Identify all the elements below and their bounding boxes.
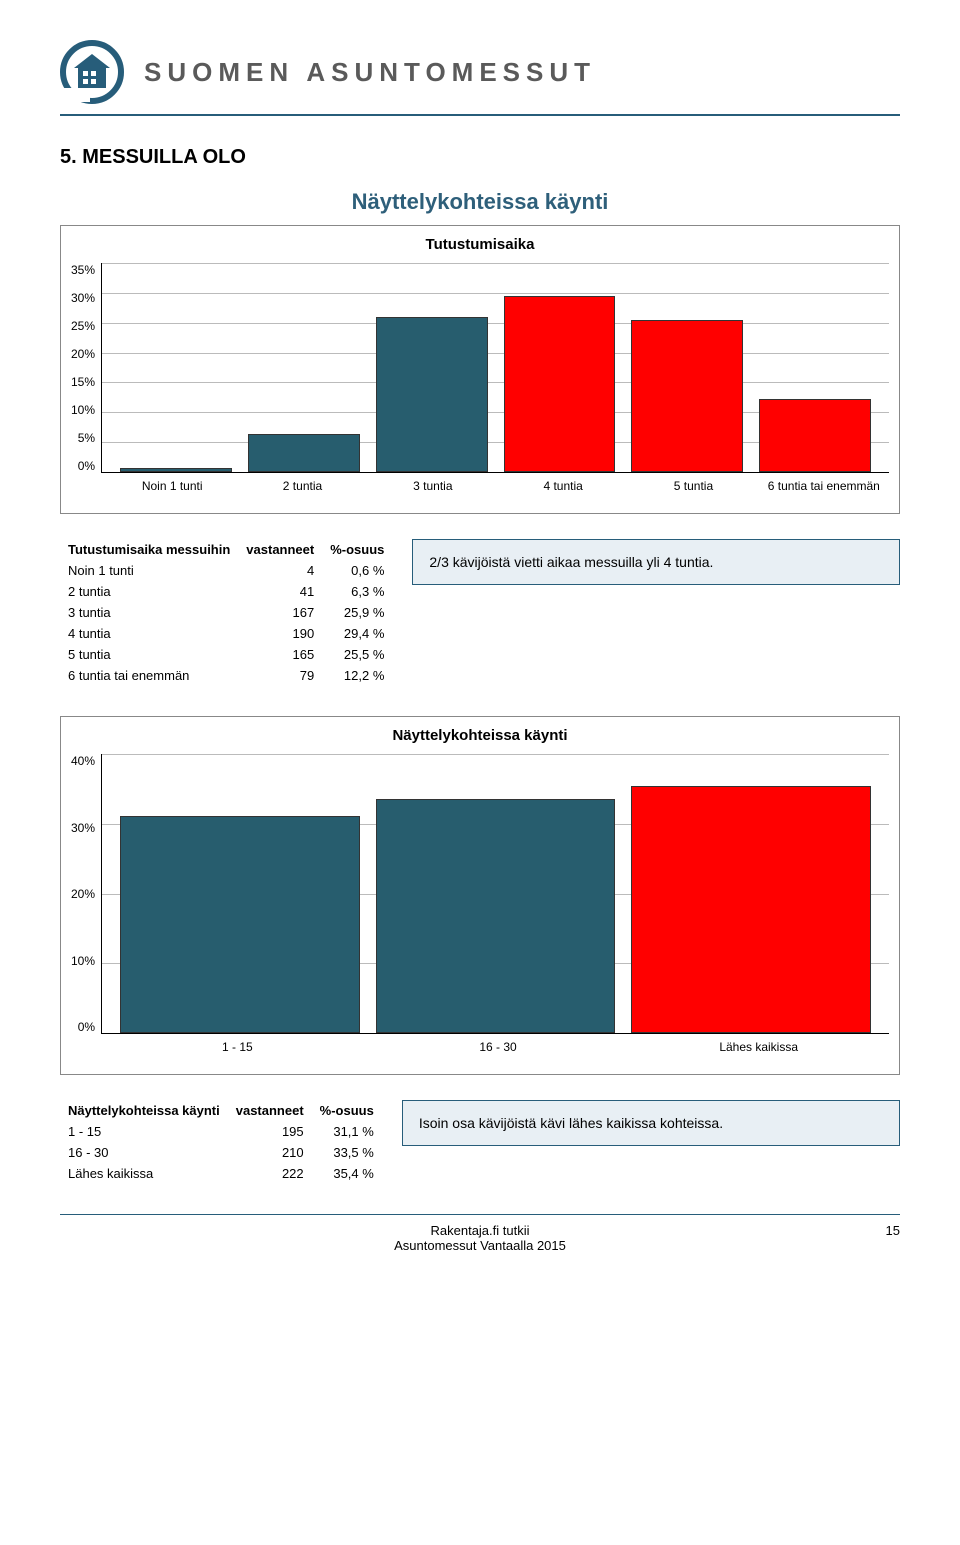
table-cell: 210	[228, 1142, 312, 1163]
table-cell: 25,5 %	[322, 644, 392, 665]
chart2-y-axis: 40% 30% 20% 10% 0%	[71, 754, 101, 1034]
x-tick-label: Lähes kaikissa	[628, 1040, 889, 1054]
chart2-plot	[101, 754, 889, 1034]
bar	[504, 296, 616, 472]
page-subtitle: Näyttelykohteissa käynti	[60, 189, 900, 215]
page-number: 15	[886, 1223, 900, 1238]
table-cell: 0,6 %	[322, 560, 392, 581]
table-cell: 4	[238, 560, 322, 581]
table-cell: 25,9 %	[322, 602, 392, 623]
table-cell: 1 - 15	[60, 1121, 228, 1142]
y-tick-label: 35%	[71, 263, 95, 277]
table-cell: 2 tuntia	[60, 581, 238, 602]
table-cell: 190	[238, 623, 322, 644]
x-tick-label: 16 - 30	[368, 1040, 629, 1054]
y-tick-label: 0%	[78, 1020, 95, 1034]
table-cell: 167	[238, 602, 322, 623]
table-cell: Lähes kaikissa	[60, 1163, 228, 1184]
table-cell: 33,5 %	[312, 1142, 382, 1163]
table-row: 5 tuntia16525,5 %	[60, 644, 392, 665]
table-cell: 41	[238, 581, 322, 602]
y-tick-label: 20%	[71, 347, 95, 361]
x-tick-label: 1 - 15	[107, 1040, 368, 1054]
y-tick-label: 30%	[71, 821, 95, 835]
x-tick-label: 5 tuntia	[628, 479, 758, 493]
table-cell: Noin 1 tunti	[60, 560, 238, 581]
table-cell: 3 tuntia	[60, 602, 238, 623]
chart1-plot	[101, 263, 889, 473]
y-tick-label: 5%	[78, 431, 95, 445]
chart-tutustumisaika: Tutustumisaika 35% 30% 25% 20% 15% 10% 5% 0% No…	[60, 225, 900, 514]
section-title: 5. MESSUILLA OLO	[60, 146, 900, 169]
bar	[248, 434, 360, 472]
table-cell: 5 tuntia	[60, 644, 238, 665]
chart2-title: Näyttelykohteissa käynti	[71, 727, 889, 744]
table-cell: 165	[238, 644, 322, 665]
table-cell: 35,4 %	[312, 1163, 382, 1184]
info-box-2: Isoin osa kävijöistä kävi lähes kaikissa…	[402, 1100, 900, 1146]
org-name: SUOMEN ASUNTOMESSUT	[144, 57, 596, 88]
table2-col1: %-osuus	[312, 1100, 382, 1121]
chart-nayttelykohteissa: Näyttelykohteissa käynti 40%30%20%10%0% …	[60, 716, 900, 1075]
table2-title: Näyttelykohteissa käynti	[60, 1100, 228, 1121]
x-tick-label: 6 tuntia tai enemmän	[759, 479, 889, 493]
bar	[631, 320, 743, 472]
y-tick-label: 30%	[71, 291, 95, 305]
table-row: 1 - 1519531,1 %	[60, 1121, 382, 1142]
table1-col0: vastanneet	[238, 539, 322, 560]
bar	[631, 786, 871, 1033]
table2-col0: vastanneet	[228, 1100, 312, 1121]
table-cell: 31,1 %	[312, 1121, 382, 1142]
y-tick-label: 0%	[78, 459, 95, 473]
footer-line1: Rakentaja.fi tutkii	[60, 1223, 900, 1238]
chart2-x-axis: 1 - 1516 - 30Lähes kaikissa	[71, 1034, 889, 1054]
bar	[376, 799, 616, 1033]
y-tick-label: 15%	[71, 375, 95, 389]
table1-title: Tutustumisaika messuihin	[60, 539, 238, 560]
footer-line2: Asuntomessut Vantaalla 2015	[60, 1238, 900, 1253]
table-nayttelykohteissa: Näyttelykohteissa käynti vastanneet %-os…	[60, 1100, 382, 1184]
table-cell: 4 tuntia	[60, 623, 238, 644]
y-tick-label: 10%	[71, 403, 95, 417]
x-tick-label: 4 tuntia	[498, 479, 628, 493]
table-cell: 6,3 %	[322, 581, 392, 602]
bar	[120, 816, 360, 1033]
page-footer: Rakentaja.fi tutkii Asuntomessut Vantaal…	[60, 1214, 900, 1253]
table-row: 16 - 3021033,5 %	[60, 1142, 382, 1163]
table-cell: 6 tuntia tai enemmän	[60, 665, 238, 686]
y-tick-label: 40%	[71, 754, 95, 768]
bar	[376, 317, 488, 472]
x-tick-label: 3 tuntia	[368, 479, 498, 493]
bar	[120, 468, 232, 472]
info-box-1: 2/3 kävijöistä vietti aikaa messuilla yl…	[412, 539, 900, 585]
table-cell: 222	[228, 1163, 312, 1184]
table-cell: 16 - 30	[60, 1142, 228, 1163]
org-logo	[60, 40, 124, 104]
table-row: Noin 1 tunti40,6 %	[60, 560, 392, 581]
table-row: 3 tuntia16725,9 %	[60, 602, 392, 623]
table-cell: 195	[228, 1121, 312, 1142]
table-cell: 79	[238, 665, 322, 686]
table-row: 6 tuntia tai enemmän7912,2 %	[60, 665, 392, 686]
y-tick-label: 10%	[71, 954, 95, 968]
x-tick-label: 2 tuntia	[237, 479, 367, 493]
table-cell: 12,2 %	[322, 665, 392, 686]
table-row: 4 tuntia19029,4 %	[60, 623, 392, 644]
table-row: Lähes kaikissa22235,4 %	[60, 1163, 382, 1184]
table-row: 2 tuntia416,3 %	[60, 581, 392, 602]
table-tutustumisaika: Tutustumisaika messuihin vastanneet %-os…	[60, 539, 392, 686]
chart1-x-axis: Noin 1 tunti2 tuntia3 tuntia4 tuntia5 tu…	[71, 473, 889, 493]
x-tick-label: Noin 1 tunti	[107, 479, 237, 493]
bar	[759, 399, 871, 472]
y-tick-label: 25%	[71, 319, 95, 333]
table-cell: 29,4 %	[322, 623, 392, 644]
y-tick-label: 20%	[71, 887, 95, 901]
chart1-y-axis: 35% 30% 25% 20% 15% 10% 5% 0%	[71, 263, 101, 473]
chart1-title: Tutustumisaika	[71, 236, 889, 253]
page-header: SUOMEN ASUNTOMESSUT	[60, 40, 900, 116]
table1-col1: %-osuus	[322, 539, 392, 560]
